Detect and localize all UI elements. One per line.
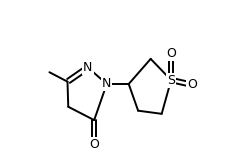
Text: N: N — [102, 78, 111, 90]
Text: N: N — [83, 61, 93, 74]
Text: O: O — [166, 47, 176, 60]
Text: O: O — [187, 78, 197, 91]
Text: O: O — [89, 138, 99, 151]
Text: S: S — [167, 74, 175, 87]
